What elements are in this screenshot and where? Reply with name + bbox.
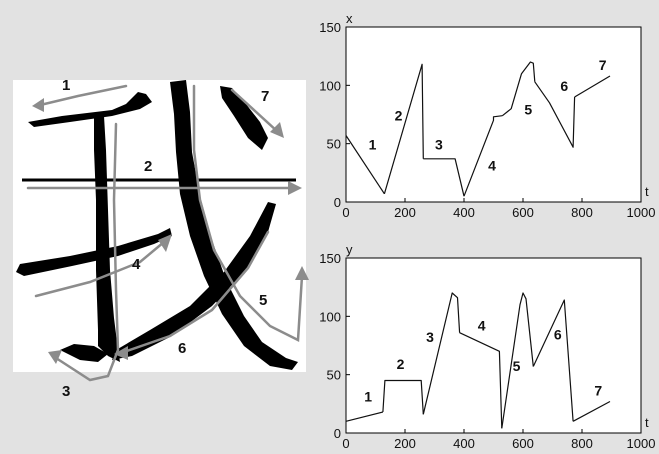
chart-x-xtick-label-4: 800 — [571, 205, 593, 220]
glyph-stroke-hook — [60, 344, 108, 362]
glyph-stroke-top-right-dot — [220, 86, 268, 150]
chart-x-segment-label-5: 5 — [524, 102, 532, 118]
chart-y-xtick-label-4: 800 — [571, 436, 593, 451]
chart-x-segment-6-line — [534, 81, 576, 148]
glyph-stroke-left-vertical — [94, 116, 120, 362]
chart-x-segment-label-3: 3 — [435, 137, 443, 153]
chart-x-xtick-label-3: 600 — [512, 205, 534, 220]
glyph-stroke-top-left — [28, 92, 152, 127]
chart-x-ticks: 0 200 400 600 800 1000 0 50 100 150 — [319, 20, 655, 220]
chart-x-segment-label-2: 2 — [395, 107, 403, 123]
chart-y-xtick-label-1: 200 — [394, 436, 416, 451]
chart-y-segment-1-line — [345, 411, 384, 422]
glyph-stroke-main-curve — [170, 80, 298, 370]
chart-y-ytick-label-1: 50 — [327, 368, 341, 383]
chart-x-segment-1-line — [345, 135, 385, 195]
chart-x-segment-label-6: 6 — [560, 78, 568, 94]
chart-x-segment-label-4: 4 — [488, 158, 496, 174]
arrow-1-head — [32, 98, 44, 112]
chart-y-segment-5-line — [501, 292, 534, 429]
chart-y-segment-4-line — [459, 332, 503, 429]
chart-y-xtick-label-3: 600 — [512, 436, 534, 451]
chart-y-ytick-label-2: 100 — [319, 309, 341, 324]
chart-y-ytick-label-0: 0 — [334, 426, 341, 441]
chart-y-segment-label-6: 6 — [554, 327, 562, 343]
chart-y-segment-label-7: 7 — [594, 383, 602, 399]
chart-x-xtick-label-2: 400 — [453, 205, 475, 220]
chart-x-xlabel: t — [645, 184, 649, 199]
arrow-5 — [192, 84, 304, 342]
arrow-7 — [230, 88, 280, 134]
chart-x-segment-4-line — [463, 115, 503, 197]
chart-y-segment-7-line — [572, 400, 611, 422]
chart-y-segment-3-line — [422, 292, 461, 415]
chart-y-xtick-label-0: 0 — [342, 436, 349, 451]
stroke-label-4: 4 — [132, 256, 141, 273]
stroke-order-arrows — [26, 84, 309, 382]
stroke-label-3: 3 — [62, 383, 70, 400]
chart-y-xtick-label-5: 1000 — [627, 436, 656, 451]
chart-y-xlabel: t — [645, 415, 649, 430]
arrow-3-head — [48, 350, 62, 364]
chart-y-segment-label-3: 3 — [426, 329, 434, 345]
chart-x-segment-2-line — [383, 63, 424, 194]
chart-x-segment-3-line — [423, 158, 465, 197]
chart-y-ylabel: y — [346, 242, 353, 257]
chart-x-segment-label-7: 7 — [599, 57, 607, 73]
chart-x-segment-7-line — [574, 75, 611, 98]
arrow-5-head — [295, 266, 309, 280]
chart-x-segment-5-line — [502, 61, 536, 117]
glyph-stroke-right-sweep — [112, 202, 276, 360]
chart-y-vs-t: 0 200 400 600 800 1000 0 50 100 150 1 2 3 4 5 6 7 y t — [319, 242, 655, 451]
chart-x-annotations: 1 2 3 4 5 6 7 — [369, 57, 607, 173]
chart-y-ticks: 0 200 400 600 800 1000 0 50 100 150 — [319, 251, 655, 451]
chart-y-plot-area — [345, 257, 642, 434]
chart-y-segment-label-2: 2 — [397, 356, 405, 372]
stroke-label-7: 7 — [261, 88, 269, 105]
arrow-1 — [34, 84, 128, 108]
arrow-7-head — [270, 122, 284, 138]
character-panel: 1 2 3 4 5 6 7 — [13, 77, 309, 400]
arrow-6 — [122, 230, 270, 354]
chart-y-segment-2-line — [382, 379, 424, 415]
stroke-label-6: 6 — [178, 340, 186, 357]
chart-x-segment-label-1: 1 — [369, 137, 377, 153]
stroke-label-1: 1 — [62, 77, 70, 94]
chart-y-segment-label-1: 1 — [364, 389, 372, 405]
chart-y-segment-label-5: 5 — [513, 358, 521, 374]
stroke-order-labels: 1 2 3 4 5 6 7 — [62, 77, 269, 400]
chart-x-vs-t: 0 200 400 600 800 1000 0 50 100 150 1 2 3 4 5 6 7 x t — [319, 11, 655, 220]
arrow-3 — [54, 122, 120, 382]
chart-x-plot-area — [345, 26, 642, 203]
arrow-2-head — [288, 181, 302, 195]
chart-y-segment-label-4: 4 — [478, 317, 486, 333]
glyph-stroke-left-diagonal — [16, 228, 172, 276]
arrow-6-head — [114, 346, 128, 360]
chart-x-xtick-label-1: 200 — [394, 205, 416, 220]
character-glyph — [16, 80, 298, 370]
chart-x-ytick-label-0: 0 — [334, 195, 341, 210]
chart-x-ytick-label-1: 50 — [327, 137, 341, 152]
chart-y-segment-6-line — [532, 299, 574, 422]
chart-x-ytick-label-3: 150 — [319, 20, 341, 35]
chart-x-series-group — [345, 61, 611, 197]
chart-x-xtick-label-0: 0 — [342, 205, 349, 220]
chart-x-ylabel: x — [346, 11, 353, 26]
chart-y-series-group — [345, 292, 611, 429]
chart-y-xtick-label-2: 400 — [453, 436, 475, 451]
stroke-label-5: 5 — [259, 292, 267, 309]
chart-y-ytick-label-3: 150 — [319, 251, 341, 266]
chart-y-annotations: 1 2 3 4 5 6 7 — [364, 317, 602, 404]
stroke-label-2: 2 — [144, 158, 152, 175]
arrow-4-head — [158, 234, 172, 252]
arrow-4 — [34, 240, 166, 298]
chart-x-xtick-label-5: 1000 — [627, 205, 656, 220]
chart-x-ytick-label-2: 100 — [319, 78, 341, 93]
